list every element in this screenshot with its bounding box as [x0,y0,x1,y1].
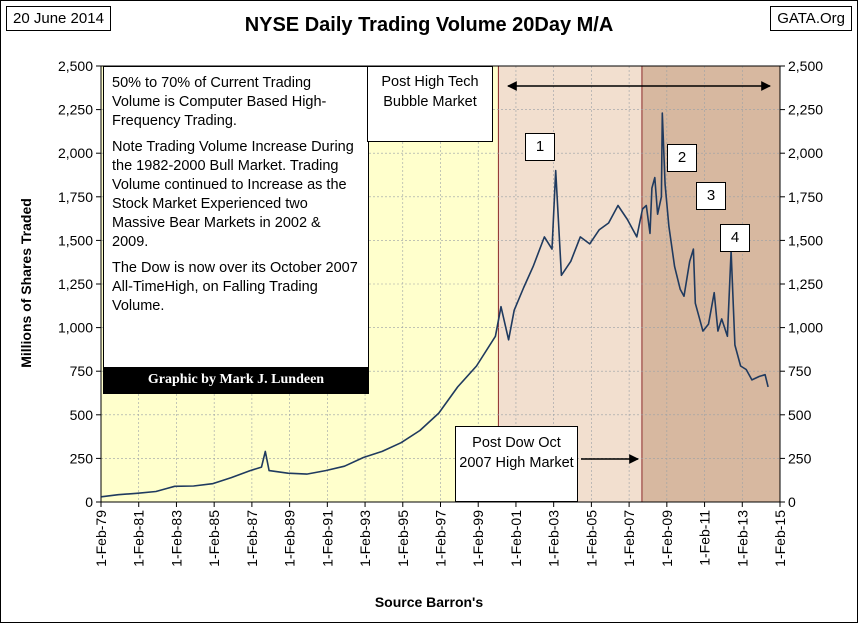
peak-marker-3: 3 [696,182,726,210]
y-tick-label-right: 1,250 [788,276,823,292]
x-tick-label: 1-Feb-85 [206,510,222,567]
post-high-annotation: Post High Tech Bubble Market [367,66,493,142]
x-tick-label: 1-Feb-05 [583,510,599,567]
y-tick-label-left: 1,000 [58,320,93,336]
x-tick-label: 1-Feb-03 [546,510,562,567]
x-tick-label: 1-Feb-83 [168,510,184,567]
x-tick-label: 1-Feb-99 [470,510,486,567]
peak-marker-2: 2 [667,144,697,172]
x-tick-label: 1-Feb-93 [357,510,373,567]
y-tick-label-right: 2,500 [788,58,823,74]
chart-title: NYSE Daily Trading Volume 20Day M/A [244,14,614,36]
note-line-hft: 50% to 70% of Current Trading Volume is … [112,75,327,129]
x-tick-label: 1-Feb-79 [93,510,109,567]
credit-bar: Graphic by Mark J. Lundeen [104,367,368,393]
y-tick-label-right: 500 [788,407,812,423]
note-line-bull-market: Note Trading Volume Increase During the … [112,139,354,250]
x-tick-label: 1-Feb-87 [244,510,260,567]
note-annotation-box: 50% to 70% of Current Trading Volume is … [103,66,369,394]
x-axis-label: Source Barron's [374,594,484,610]
y-tick-label-left: 1,750 [58,189,93,205]
series-line-0 [101,112,769,498]
x-tick-label: 1-Feb-09 [659,510,675,567]
x-tick-label: 1-Feb-01 [508,510,524,567]
x-tick-label: 1-Feb-11 [697,510,713,566]
x-tick-label: 1-Feb-91 [319,510,335,567]
y-tick-label-left: 0 [85,494,93,510]
y-axis-label: Millions of Shares Traded [18,198,34,368]
x-tick-label: 1-Feb-89 [282,510,298,567]
y-tick-label-right: 1,500 [788,232,823,248]
y-tick-label-left: 750 [70,363,94,379]
x-tick-label: 1-Feb-81 [131,510,147,567]
x-tick-label: 1-Feb-13 [734,510,750,567]
x-tick-label: 1-Feb-07 [621,510,637,567]
peak-marker-1: 1 [525,133,555,161]
y-tick-label-right: 2,250 [788,102,823,118]
x-tick-label: 1-Feb-95 [395,510,411,567]
y-tick-label-right: 1,000 [788,320,823,336]
source-label: GATA.Org [770,6,852,31]
y-tick-label-left: 1,250 [58,276,93,292]
y-tick-label-right: 0 [788,494,796,510]
y-tick-label-left: 500 [70,407,94,423]
y-tick-label-left: 2,000 [58,145,93,161]
y-tick-label-left: 2,250 [58,102,93,118]
y-tick-label-right: 250 [788,450,812,466]
y-tick-label-right: 750 [788,363,812,379]
y-tick-label-right: 1,750 [788,189,823,205]
peak-marker-4: 4 [720,224,750,252]
y-tick-label-left: 250 [70,450,94,466]
y-tick-label-left: 2,500 [58,58,93,74]
post-dow-annotation: Post Dow Oct 2007 High Market [455,426,578,502]
y-tick-label-left: 1,500 [58,232,93,248]
x-tick-label: 1-Feb-15 [772,510,788,567]
x-tick-label: 1-Feb-97 [433,510,449,567]
note-line-dow: The Dow is now over its October 2007 All… [112,260,358,314]
date-label: 20 June 2014 [6,6,111,31]
y-tick-label-right: 2,000 [788,145,823,161]
